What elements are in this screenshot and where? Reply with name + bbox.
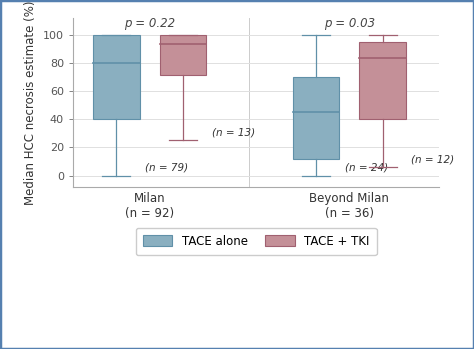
Bar bbox=[293, 77, 339, 159]
Bar bbox=[359, 42, 406, 119]
Text: (n = 13): (n = 13) bbox=[211, 128, 255, 138]
Legend: TACE alone, TACE + TKI: TACE alone, TACE + TKI bbox=[136, 228, 377, 255]
Text: (n = 24): (n = 24) bbox=[345, 163, 388, 173]
Text: p = 0.03: p = 0.03 bbox=[324, 17, 375, 30]
Bar bbox=[93, 35, 140, 119]
Y-axis label: Median HCC necrosis estimate (%): Median HCC necrosis estimate (%) bbox=[25, 0, 37, 205]
Text: p = 0.22: p = 0.22 bbox=[124, 17, 175, 30]
Bar bbox=[160, 35, 206, 75]
Text: (n = 12): (n = 12) bbox=[411, 154, 455, 164]
Text: (n = 79): (n = 79) bbox=[145, 163, 188, 173]
